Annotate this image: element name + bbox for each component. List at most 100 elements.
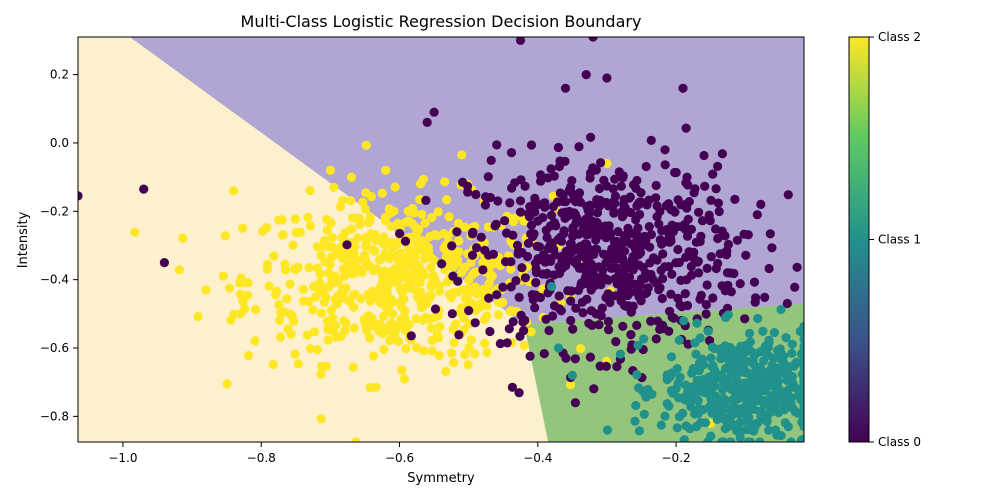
point-class-0 <box>594 201 605 211</box>
point-class-1 <box>735 433 745 442</box>
point-class-0 <box>512 240 523 250</box>
point-class-1 <box>674 412 685 422</box>
point-class-1 <box>780 418 790 428</box>
point-class-0 <box>553 142 564 153</box>
point-class-2 <box>397 283 407 293</box>
point-class-0 <box>699 150 709 161</box>
point-class-0 <box>611 337 621 347</box>
point-class-0 <box>702 263 712 273</box>
point-class-2 <box>433 207 443 217</box>
point-class-0 <box>635 209 645 220</box>
point-class-2 <box>319 297 329 307</box>
point-class-2 <box>274 315 285 325</box>
point-class-1 <box>664 401 674 411</box>
point-class-2 <box>302 330 312 340</box>
point-class-0 <box>623 282 633 292</box>
point-class-0 <box>604 325 614 335</box>
point-class-0 <box>588 217 599 227</box>
point-class-1 <box>735 409 745 419</box>
point-class-0 <box>599 249 609 259</box>
point-class-0 <box>652 201 662 211</box>
point-class-2 <box>305 344 315 354</box>
point-class-1 <box>748 419 758 429</box>
point-class-0 <box>568 324 578 334</box>
point-class-0 <box>694 207 704 217</box>
point-class-2 <box>418 174 429 184</box>
point-class-2 <box>434 350 444 361</box>
point-class-0 <box>421 195 431 205</box>
point-class-1 <box>764 338 774 348</box>
point-class-1 <box>734 363 744 373</box>
point-class-0 <box>472 243 482 253</box>
point-class-0 <box>514 292 524 302</box>
point-class-1 <box>666 352 677 362</box>
point-class-0 <box>681 123 691 133</box>
point-class-0 <box>587 320 597 330</box>
point-class-2 <box>482 347 492 358</box>
point-class-2 <box>224 283 235 293</box>
point-class-0 <box>665 237 675 247</box>
point-class-2 <box>347 269 357 279</box>
point-class-2 <box>348 362 358 372</box>
point-class-2 <box>347 213 357 223</box>
point-class-2 <box>449 338 459 348</box>
point-class-0 <box>563 286 573 296</box>
point-class-0 <box>723 239 734 250</box>
point-class-2 <box>432 231 442 241</box>
point-class-0 <box>642 288 652 298</box>
point-class-0 <box>741 250 751 260</box>
point-class-2 <box>323 282 334 292</box>
point-class-0 <box>447 241 457 251</box>
point-class-0 <box>660 145 670 155</box>
point-class-0 <box>619 194 629 205</box>
point-class-2 <box>298 284 308 294</box>
point-class-2 <box>269 251 279 261</box>
colorbar-ticks: Class 0 Class 1 Class 2 <box>869 30 921 449</box>
point-class-2 <box>381 303 392 313</box>
point-class-1 <box>697 354 707 364</box>
point-class-0 <box>602 73 612 83</box>
point-class-1 <box>722 377 732 387</box>
point-class-2 <box>576 344 586 354</box>
point-class-0 <box>609 237 620 247</box>
point-class-0 <box>515 331 525 341</box>
point-class-2 <box>519 340 529 351</box>
point-class-0 <box>467 250 478 260</box>
point-class-0 <box>713 198 724 208</box>
x-tick-label: −0.4 <box>523 451 552 465</box>
point-class-0 <box>671 167 681 178</box>
point-class-1 <box>773 408 784 418</box>
point-class-0 <box>468 227 478 237</box>
point-class-2 <box>457 150 467 160</box>
y-axis-label: Intensity <box>16 211 31 268</box>
point-class-0 <box>667 269 677 279</box>
point-class-2 <box>448 324 458 334</box>
point-class-0 <box>500 216 510 226</box>
point-class-0 <box>464 306 474 316</box>
point-class-0 <box>551 221 561 231</box>
point-class-2 <box>316 414 326 424</box>
point-class-0 <box>520 315 530 325</box>
point-class-0 <box>523 238 534 248</box>
point-class-0 <box>541 314 551 324</box>
point-class-0 <box>631 287 641 297</box>
point-class-1 <box>656 420 666 430</box>
point-class-0 <box>651 180 661 191</box>
point-class-0 <box>597 303 607 313</box>
point-class-1 <box>705 385 715 395</box>
point-class-0 <box>570 354 580 364</box>
point-class-1 <box>708 361 718 371</box>
point-class-0 <box>681 200 691 211</box>
point-class-0 <box>559 229 569 239</box>
point-class-2 <box>336 331 346 341</box>
point-class-1 <box>799 368 804 378</box>
point-class-1 <box>634 426 645 436</box>
point-class-2 <box>417 209 427 219</box>
point-class-1 <box>720 341 730 351</box>
point-class-2 <box>304 296 314 307</box>
point-class-0 <box>139 184 149 194</box>
point-class-1 <box>706 394 716 404</box>
point-class-0 <box>756 199 766 209</box>
point-class-0 <box>634 199 644 209</box>
point-class-0 <box>740 314 750 324</box>
